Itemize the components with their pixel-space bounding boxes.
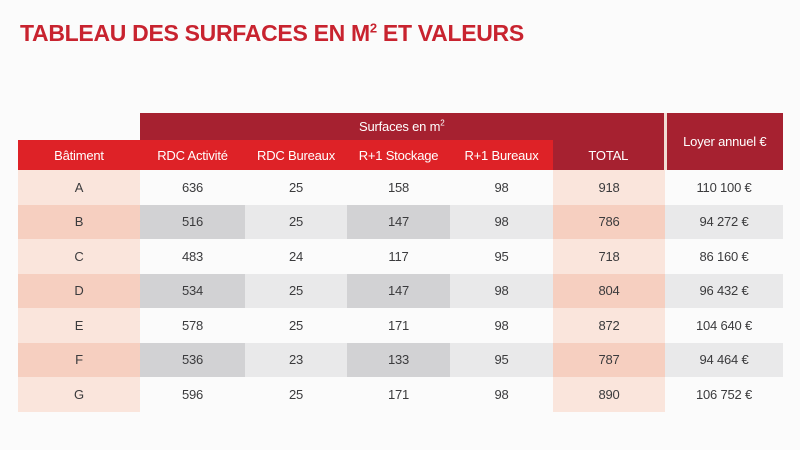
cell-r1-stockage: 147 (347, 273, 450, 308)
cell-r1-bureaux: 95 (450, 342, 553, 377)
table-row: D 534 25 147 98 804 96 432 € (18, 273, 784, 308)
cell-r1-bureaux: 98 (494, 386, 509, 402)
cell-loyer-annuel: 86 160 € (699, 248, 749, 264)
table-row: G 596 25 171 98 890 106 752 € (18, 377, 783, 412)
cell-rdc-activite: 596 (181, 386, 204, 402)
column-header-loyer-annuel: Loyer annuel € (663, 113, 784, 170)
column-header-rdc-activite: RDC Activité (140, 140, 245, 170)
table-row: E 578 25 171 98 872 104 640 € (18, 308, 783, 343)
cell-rdc-bureaux: 25 (245, 204, 347, 239)
cell-total: 890 (553, 377, 666, 412)
cell-batiment: C (18, 239, 140, 274)
cell-total: 786 (553, 204, 666, 239)
page-title: TABLEAU DES SURFACES EN M2 ET VALEURS (20, 20, 524, 47)
cell-loyer-annuel: 104 640 € (695, 317, 753, 333)
cell-loyer-annuel: 106 752 € (695, 386, 753, 402)
cell-rdc-bureaux: 25 (288, 386, 304, 402)
cell-loyer-annuel: 96 432 € (665, 273, 784, 308)
cell-r1-stockage: 158 (387, 179, 410, 195)
cell-batiment: B (18, 204, 140, 239)
cell-rdc-bureaux: 24 (288, 248, 304, 264)
column-header-total: TOTAL (553, 140, 666, 170)
cell-r1-bureaux: 98 (450, 273, 553, 308)
table-row: B 516 25 147 98 786 94 272 € (18, 204, 784, 239)
cell-batiment: A (18, 170, 140, 205)
group-header-surfaces: Surfaces en m2 (140, 113, 666, 140)
group-header-superscript: 2 (440, 118, 445, 128)
page-title-text: TABLEAU DES SURFACES EN M (20, 20, 370, 46)
cell-r1-bureaux: 98 (450, 204, 553, 239)
cell-rdc-activite: 483 (181, 248, 204, 264)
column-header-rdc-bureaux: RDC Bureaux (245, 140, 347, 170)
group-header-spacer (18, 113, 140, 140)
cell-total: 918 (553, 170, 666, 205)
group-header-row: Surfaces en m2 Loyer annuel € (18, 113, 784, 170)
surfaces-table: Surfaces en m2 Loyer annuel € Bâtiment R… (18, 113, 784, 412)
table-row: A 636 25 158 98 918 110 100 € (18, 170, 783, 205)
cell-loyer-annuel: 94 272 € (665, 204, 784, 239)
cell-rdc-activite: 536 (140, 342, 245, 377)
cell-batiment: G (18, 377, 140, 412)
cell-rdc-bureaux: 25 (288, 317, 304, 333)
cell-batiment: D (18, 273, 140, 308)
page-title-superscript: 2 (369, 20, 377, 36)
cell-r1-bureaux: 98 (494, 317, 509, 333)
cell-total: 872 (553, 308, 666, 343)
cell-rdc-activite: 516 (140, 204, 245, 239)
cell-r1-bureaux: 95 (494, 248, 509, 264)
cell-rdc-activite: 578 (181, 317, 204, 333)
cell-rdc-bureaux: 25 (245, 273, 347, 308)
cell-r1-stockage: 117 (388, 248, 409, 264)
cell-r1-stockage: 133 (347, 342, 450, 377)
cell-rdc-bureaux: 25 (288, 179, 304, 195)
cell-total: 804 (553, 273, 666, 308)
page-title-text-suffix: ET VALEURS (376, 20, 524, 46)
cell-rdc-activite: 636 (181, 179, 204, 195)
cell-rdc-activite: 534 (140, 273, 245, 308)
cell-rdc-bureaux: 23 (245, 342, 347, 377)
cell-r1-bureaux: 98 (494, 179, 509, 195)
cell-loyer-annuel: 94 464 € (665, 342, 784, 377)
cell-r1-stockage: 171 (387, 317, 410, 333)
group-header-surfaces-text: Surfaces en m (359, 119, 441, 134)
column-header-r1-bureaux: R+1 Bureaux (450, 140, 553, 170)
column-header-r1-stockage: R+1 Stockage (347, 140, 450, 170)
column-header-row: Bâtiment RDC Activité RDC Bureaux R+1 St… (18, 140, 783, 170)
table-row: C 483 24 117 95 718 86 160 € (18, 239, 783, 274)
cell-r1-stockage: 147 (347, 204, 450, 239)
cell-total: 787 (553, 342, 666, 377)
cell-r1-stockage: 171 (387, 386, 410, 402)
cell-total: 718 (553, 239, 666, 274)
table-row: F 536 23 133 95 787 94 464 € (18, 342, 784, 377)
cell-batiment: E (18, 308, 140, 343)
cell-loyer-annuel: 110 100 € (696, 179, 752, 195)
column-header-batiment: Bâtiment (18, 140, 140, 170)
cell-batiment: F (18, 342, 140, 377)
